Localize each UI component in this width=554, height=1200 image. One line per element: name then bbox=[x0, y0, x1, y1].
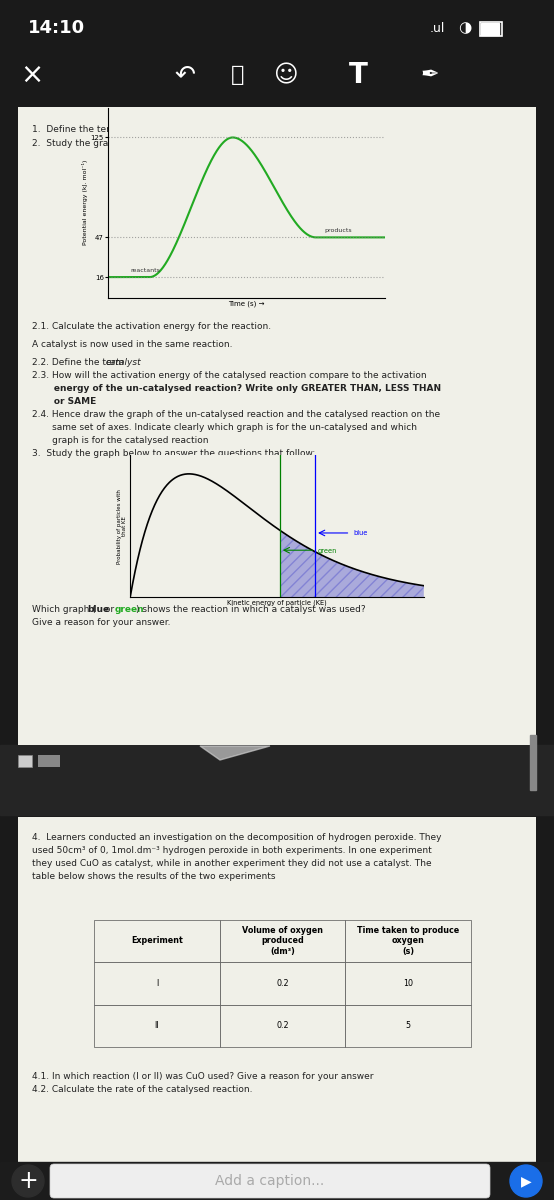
Bar bbox=[0, 48, 554, 102]
Text: ↶: ↶ bbox=[175, 62, 196, 86]
Text: used 50cm³ of 0, 1mol.dm⁻³ hydrogen peroxide in both experiments. In one experim: used 50cm³ of 0, 1mol.dm⁻³ hydrogen pero… bbox=[32, 846, 432, 854]
Text: same set of axes. Indicate clearly which graph is for the un-catalysed and which: same set of axes. Indicate clearly which… bbox=[32, 422, 417, 432]
Text: Add a caption...: Add a caption... bbox=[216, 1174, 325, 1188]
Text: ✒: ✒ bbox=[420, 65, 439, 85]
Text: 3.  Study the graph below to answer the questions that follow:: 3. Study the graph below to answer the q… bbox=[32, 449, 315, 458]
Text: Give a reason for your answer.: Give a reason for your answer. bbox=[32, 618, 171, 626]
Bar bbox=[480, 22, 502, 36]
Text: energy of the un-catalysed reaction? Write only GREATER THAN, LESS THAN: energy of the un-catalysed reaction? Wri… bbox=[32, 384, 441, 392]
Bar bbox=[530, 734, 536, 790]
Bar bbox=[0, 0, 554, 44]
Text: 4.  Learners conducted an investigation on the decomposition of hydrogen peroxid: 4. Learners conducted an investigation o… bbox=[32, 833, 442, 842]
Text: ×: × bbox=[20, 61, 44, 89]
Text: ⧉: ⧉ bbox=[232, 65, 245, 85]
Text: graph is for the catalysed reaction: graph is for the catalysed reaction bbox=[32, 436, 208, 445]
Text: table below shows the results of the two experiments: table below shows the results of the two… bbox=[32, 872, 275, 881]
Polygon shape bbox=[200, 746, 270, 760]
X-axis label: Time (s) →: Time (s) → bbox=[228, 300, 265, 307]
Bar bbox=[0, 1162, 554, 1200]
Text: or SAME: or SAME bbox=[32, 397, 96, 406]
Text: T: T bbox=[348, 61, 367, 89]
X-axis label: Kinetic energy of particle (KE): Kinetic energy of particle (KE) bbox=[227, 600, 327, 606]
Bar bbox=[38, 755, 60, 767]
Text: or: or bbox=[102, 605, 117, 614]
Text: 2.2. Define the term: 2.2. Define the term bbox=[32, 358, 127, 367]
Bar bbox=[18, 755, 32, 767]
Text: green: green bbox=[318, 547, 337, 553]
Text: reactants: reactants bbox=[130, 268, 160, 272]
Text: ◑: ◑ bbox=[458, 20, 471, 36]
Text: ▶: ▶ bbox=[521, 1174, 531, 1188]
Bar bbox=[0, 745, 554, 815]
FancyBboxPatch shape bbox=[50, 1164, 490, 1198]
Text: 4.2. Calculate the rate of the catalysed reaction.: 4.2. Calculate the rate of the catalysed… bbox=[32, 1085, 253, 1094]
Bar bbox=[481, 23, 499, 35]
Text: blue: blue bbox=[353, 530, 368, 536]
Bar bbox=[18, 107, 536, 745]
Text: 4.1. In which reaction (I or II) was CuO used? Give a reason for your answer: 4.1. In which reaction (I or II) was CuO… bbox=[32, 1072, 373, 1081]
Y-axis label: Probability of particles with
that KE: Probability of particles with that KE bbox=[116, 488, 127, 564]
Text: .ul: .ul bbox=[430, 22, 445, 35]
Y-axis label: Potential energy (kJ. mol⁻¹): Potential energy (kJ. mol⁻¹) bbox=[82, 160, 88, 246]
Text: 2.  Study the graph below of a reaction: 2. Study the graph below of a reaction bbox=[32, 139, 209, 148]
Bar bbox=[18, 817, 536, 1162]
Text: green: green bbox=[115, 605, 145, 614]
Text: blue: blue bbox=[87, 605, 109, 614]
Text: A catalyst is now used in the same reaction.: A catalyst is now used in the same react… bbox=[32, 340, 233, 349]
Text: 2.1. Calculate the activation energy for the reaction.: 2.1. Calculate the activation energy for… bbox=[32, 322, 271, 331]
Text: ☺: ☺ bbox=[273, 62, 297, 86]
Text: Which graph (: Which graph ( bbox=[32, 605, 96, 614]
Text: 1.  Define the term: 1. Define the term bbox=[32, 125, 121, 134]
Text: 2.3. How will the activation energy of the catalysed reaction compare to the act: 2.3. How will the activation energy of t… bbox=[32, 371, 427, 380]
Text: 2.4. Hence draw the graph of the un-catalysed reaction and the catalysed reactio: 2.4. Hence draw the graph of the un-cata… bbox=[32, 410, 440, 419]
Text: ) shows the reaction in which a catalyst was used?: ) shows the reaction in which a catalyst… bbox=[136, 605, 366, 614]
Circle shape bbox=[510, 1165, 542, 1198]
Circle shape bbox=[12, 1165, 44, 1198]
Text: products: products bbox=[324, 228, 352, 233]
Text: they used CuO as catalyst, while in another experiment they did not use a cataly: they used CuO as catalyst, while in anot… bbox=[32, 859, 432, 868]
Text: 14:10: 14:10 bbox=[28, 19, 85, 37]
Text: activation energy: activation energy bbox=[110, 125, 189, 134]
Text: +: + bbox=[18, 1169, 38, 1193]
Text: catalyst: catalyst bbox=[106, 358, 142, 367]
